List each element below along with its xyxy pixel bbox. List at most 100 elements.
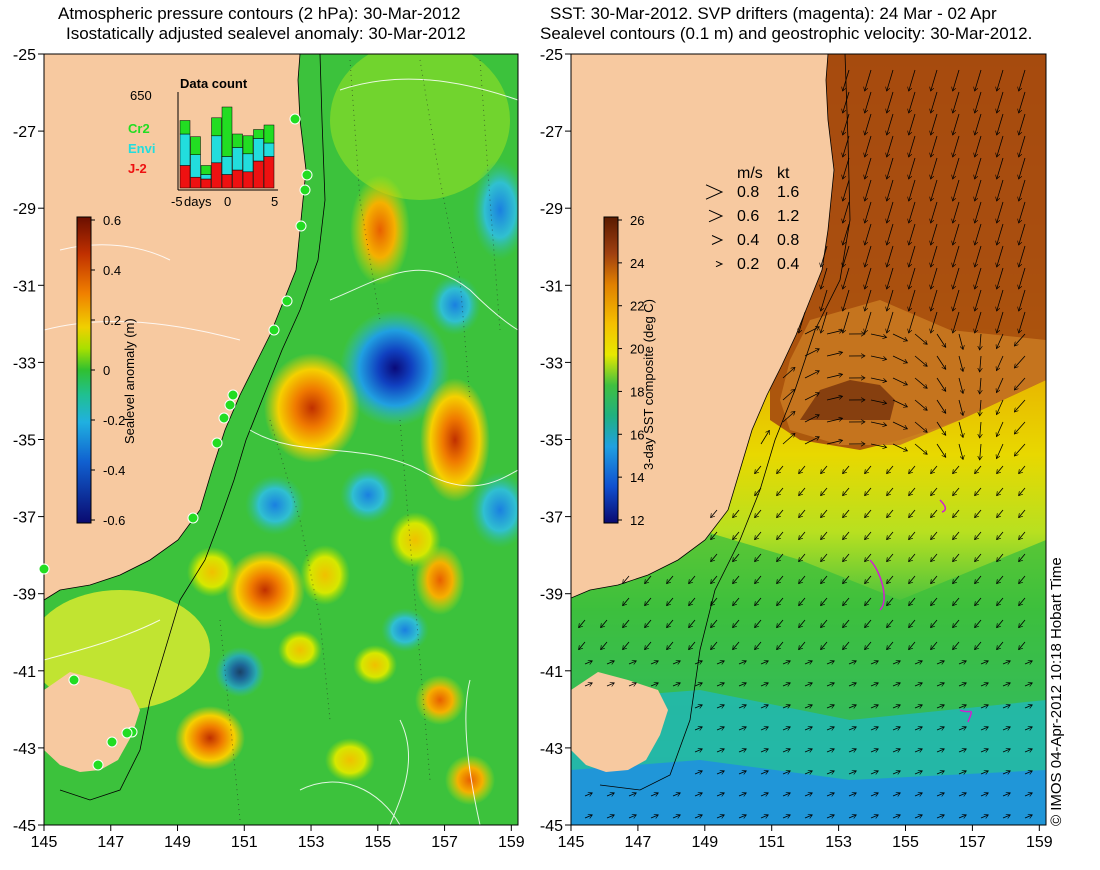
velocity-arrow-icon <box>931 509 938 518</box>
sla-colorbar-label: Sealevel anomaly (m) <box>122 318 137 444</box>
velocity-arrow-icon <box>975 509 982 518</box>
speed-legend-header-kt: kt <box>777 165 790 182</box>
right-y-tick-label: -37 <box>540 510 563 527</box>
velocity-arrow-icon <box>914 727 922 730</box>
sst-colorbar: 26 24 22 20 18 16 14 12 3-day SST composite (de… <box>603 213 656 528</box>
velocity-arrow-icon <box>804 815 812 818</box>
velocity-arrow-icon <box>975 179 982 201</box>
velocity-arrow-icon <box>804 793 812 796</box>
drifter-track <box>959 709 972 723</box>
velocity-arrow-icon <box>914 443 927 454</box>
velocity-arrow-icon <box>843 465 850 474</box>
velocity-arrow-icon <box>953 553 960 562</box>
velocity-arrow-icon <box>1024 771 1032 774</box>
velocity-arrow-icon <box>953 135 960 157</box>
sst-colorbar-tick: 22 <box>630 299 644 314</box>
velocity-arrow-icon <box>777 531 784 540</box>
velocity-arrow-icon <box>931 311 938 333</box>
velocity-arrow-icon <box>997 597 1004 606</box>
velocity-arrow-icon <box>997 267 1004 289</box>
velocity-arrow-icon <box>843 267 850 289</box>
velocity-arrow-icon <box>843 289 850 311</box>
velocity-arrow-icon <box>848 727 856 730</box>
velocity-arrow-icon <box>914 683 922 686</box>
velocity-arrow-icon <box>865 69 872 91</box>
velocity-arrow-icon <box>870 683 878 686</box>
velocity-arrow-icon <box>645 597 652 606</box>
velocity-arrow-icon <box>777 553 784 562</box>
velocity-arrow-icon <box>958 443 963 459</box>
velocity-arrow-icon <box>777 487 784 496</box>
data-count-bar-segment <box>232 147 243 171</box>
velocity-arrow-icon <box>738 815 746 818</box>
velocity-arrow-icon <box>980 333 981 350</box>
data-count-tick-neg5: -5 <box>171 194 183 209</box>
tide-gauge-marker-icon <box>92 759 104 771</box>
velocity-arrow-icon <box>997 421 1004 437</box>
velocity-arrow-icon <box>865 641 872 650</box>
velocity-arrow-icon <box>826 793 834 796</box>
left-title-line2: Isostatically adjusted sealevel anomaly:… <box>66 24 466 43</box>
velocity-arrow-icon <box>667 619 674 628</box>
right-y-tick-label: -39 <box>540 587 563 604</box>
velocity-arrow-icon <box>931 91 938 113</box>
velocity-arrow-icon <box>936 683 944 686</box>
velocity-arrow-icon <box>755 619 762 628</box>
velocity-arrow-icon <box>711 509 718 518</box>
velocity-arrow-icon <box>1019 113 1026 135</box>
left-x-tick-label: 157 <box>431 834 458 851</box>
tide-gauge-marker-icon <box>68 674 80 686</box>
velocity-arrow-icon <box>936 793 944 796</box>
left-y-tick-label: -43 <box>13 741 36 758</box>
velocity-arrow-icon <box>848 705 856 708</box>
velocity-arrow-icon <box>958 793 966 796</box>
velocity-arrow-icon <box>953 267 960 289</box>
velocity-arrow-icon <box>997 531 1004 540</box>
velocity-arrow-icon <box>975 69 982 91</box>
velocity-arrow-icon <box>909 619 916 628</box>
right-y-tick-label: -43 <box>540 741 563 758</box>
sst-colorbar-tick: 14 <box>630 470 644 485</box>
velocity-arrow-icon <box>931 487 938 496</box>
velocity-arrow-icon <box>689 597 696 606</box>
velocity-arrow-icon <box>777 597 784 606</box>
velocity-arrow-icon <box>1019 487 1026 496</box>
data-count-bar-segment <box>200 178 212 189</box>
velocity-arrow-icon <box>826 330 843 335</box>
velocity-arrow-icon <box>958 749 966 752</box>
velocity-arrow-icon <box>694 705 702 708</box>
velocity-arrow-icon <box>870 727 878 730</box>
velocity-arrow-icon <box>887 619 894 628</box>
velocity-arrow-icon <box>755 465 762 474</box>
velocity-arrow-icon <box>909 487 916 496</box>
velocity-arrow-icon <box>821 267 828 289</box>
velocity-arrow-icon <box>997 443 1004 459</box>
velocity-arrow-icon <box>914 749 922 752</box>
velocity-arrow-icon <box>936 815 944 818</box>
velocity-arrow-icon <box>843 91 850 113</box>
velocity-arrow-icon <box>931 245 938 267</box>
velocity-arrow-icon <box>804 349 819 357</box>
velocity-arrow-icon <box>799 487 806 496</box>
velocity-arrow-icon <box>865 157 872 179</box>
velocity-arrow-icon <box>804 393 819 401</box>
velocity-arrow-icon <box>865 179 872 201</box>
velocity-arrow-icon <box>782 683 790 686</box>
velocity-arrow-icon <box>650 793 658 796</box>
velocity-arrow-icon <box>892 421 907 429</box>
tide-gauge-marker-icon <box>38 563 50 575</box>
velocity-arrow-icon <box>711 597 718 606</box>
velocity-arrow-icon <box>865 267 872 289</box>
velocity-arrow-icon <box>628 683 636 686</box>
velocity-arrow-icon <box>645 641 652 650</box>
velocity-arrow-icon <box>579 619 586 628</box>
tide-gauge-marker-icon <box>268 324 280 336</box>
velocity-arrow-icon <box>738 683 746 686</box>
velocity-arrow-icon <box>909 465 916 474</box>
velocity-arrow-icon <box>892 705 900 708</box>
velocity-arrow-icon <box>843 619 850 628</box>
data-count-title: Data count <box>180 76 248 91</box>
velocity-arrow-icon <box>777 575 784 584</box>
velocity-arrow-icon <box>870 399 887 403</box>
speed-legend: m/s kt 0.8 1.6 0.6 1.2 0.4 0.8 0.2 0.4 <box>705 165 799 273</box>
